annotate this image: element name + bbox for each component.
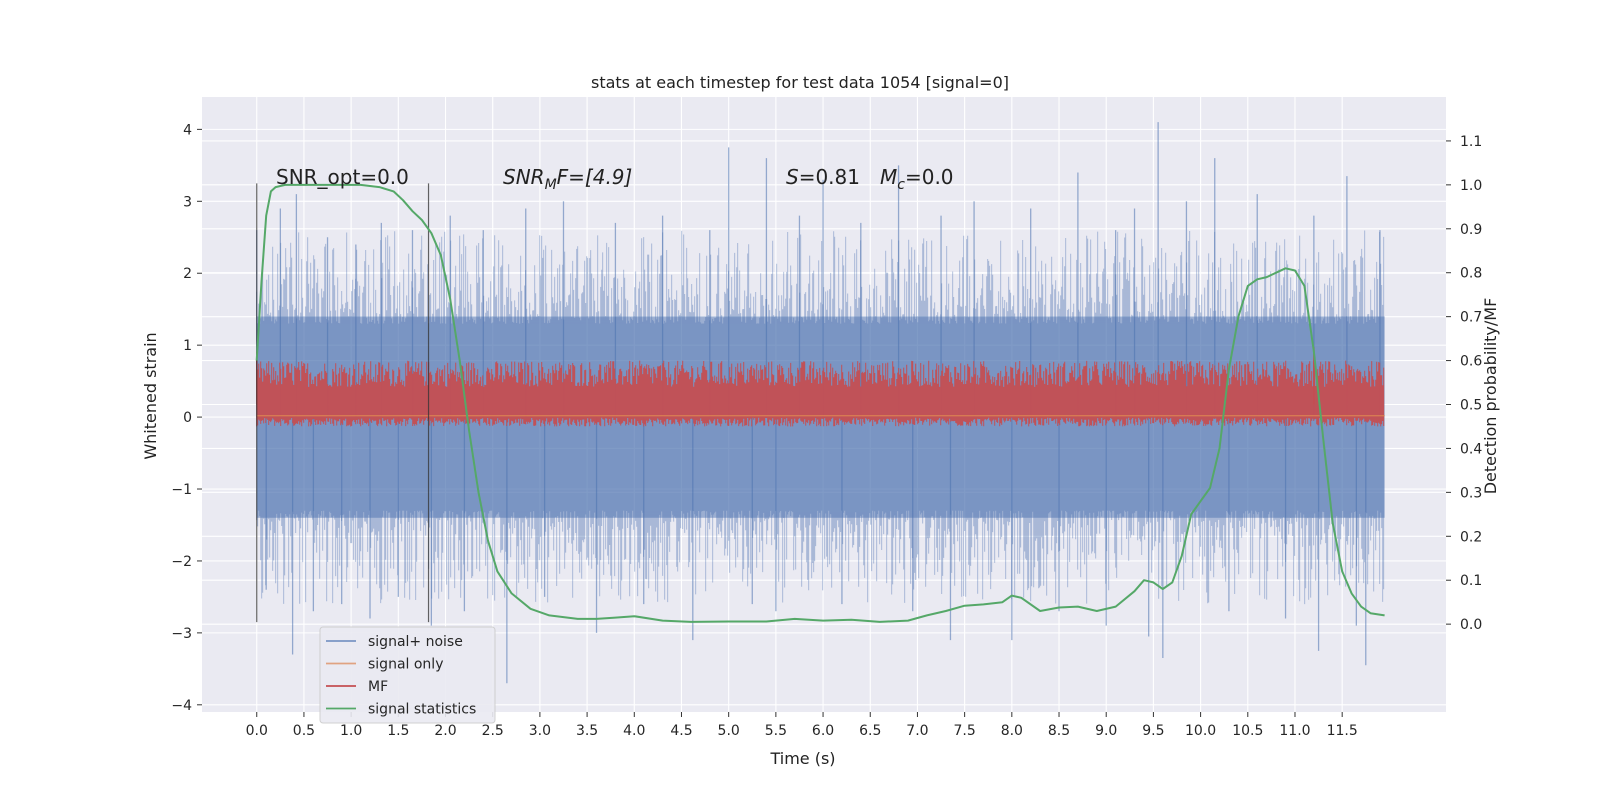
x-tick-label: 7.0	[906, 723, 928, 739]
y-tick-label-right: 0.9	[1460, 222, 1482, 238]
y-tick-label-right: 1.1	[1460, 134, 1482, 150]
annotation-s-value: =0.81	[799, 165, 860, 189]
signal-statistics-series	[255, 183, 1385, 623]
legend: signal+ noise signal only MF signal statist…	[319, 626, 496, 724]
y-tick-label-right: 1.0	[1460, 178, 1482, 194]
annotation-s-symbol: S	[786, 165, 799, 189]
x-tick-label: 10.5	[1232, 723, 1263, 739]
x-tick-label: 4.5	[670, 723, 692, 739]
annotation-mc: Mc=0.0	[880, 165, 954, 193]
y-tick-label-left: −4	[171, 698, 192, 714]
x-tick-label: 0.5	[293, 723, 315, 739]
x-tick-label: 8.5	[1048, 723, 1070, 739]
y-tick-label-left: 1	[183, 338, 192, 354]
legend-label: signal only	[368, 657, 443, 673]
y-tick-label-right: 0.5	[1460, 398, 1482, 414]
annotation-snr-mf-rest: F=[4.9]	[557, 165, 633, 189]
x-tick-label: 3.5	[576, 723, 598, 739]
annotation-snr-mf-main: SNR	[503, 165, 545, 189]
legend-label: signal+ noise	[368, 634, 463, 650]
legend-box	[319, 626, 496, 724]
y-tick-label-left: 4	[183, 122, 192, 138]
x-tick-label: 11.0	[1279, 723, 1310, 739]
y-tick-label-left: 2	[183, 266, 192, 282]
annotation-mc-sub: c	[897, 177, 905, 193]
x-tick-label: 9.5	[1142, 723, 1164, 739]
annotation-snr-mf: SNRMF=[4.9]	[503, 165, 632, 193]
x-tick-label: 9.0	[1095, 723, 1117, 739]
y-tick-label-left: −2	[171, 554, 192, 570]
y-axis-label-right: Detection probability/MF	[1481, 298, 1500, 495]
y-tick-label-right: 0.8	[1460, 266, 1482, 282]
legend-label: MF	[368, 679, 388, 695]
y-tick-label-right: 0.3	[1460, 485, 1482, 501]
x-tick-label: 3.0	[529, 723, 551, 739]
annotation-s: S=0.81	[786, 165, 860, 189]
x-tick-label: 1.0	[340, 723, 362, 739]
legend-label: signal statistics	[368, 702, 476, 718]
x-tick-label: 5.0	[718, 723, 740, 739]
y-tick-label-right: 0.2	[1460, 529, 1482, 545]
y-tick-label-left: −3	[171, 626, 192, 642]
signal-statistics-line	[255, 183, 1385, 623]
annotation-snr-mf-sub: M	[545, 177, 557, 193]
y-tick-label-left: 0	[183, 410, 192, 426]
annotation-mc-value: =0.0	[905, 165, 954, 189]
x-tick-label: 1.5	[387, 723, 409, 739]
x-tick-label: 0.0	[246, 723, 268, 739]
annotation-mc-main: M	[880, 165, 897, 189]
x-tick-label: 4.0	[623, 723, 645, 739]
x-tick-label: 7.5	[954, 723, 976, 739]
y-tick-label-right: 0.7	[1460, 310, 1482, 326]
x-tick-label: 10.0	[1185, 723, 1216, 739]
y-tick-label-right: 0.6	[1460, 354, 1482, 370]
y-axis-label-left: Whitened strain	[141, 332, 160, 459]
x-tick-label: 6.5	[859, 723, 881, 739]
x-tick-label: 2.0	[434, 723, 456, 739]
y-tick-label-right: 0.0	[1460, 617, 1482, 633]
x-axis-label: Time (s)	[769, 749, 835, 768]
x-tick-label: 5.5	[765, 723, 787, 739]
y-tick-label-left: 3	[183, 194, 192, 210]
annotation-snr-opt: SNR_opt=0.0	[276, 165, 409, 189]
x-tick-label: 11.5	[1327, 723, 1358, 739]
chart-title: stats at each timestep for test data 105…	[591, 73, 1009, 92]
y-tick-label-left: −1	[171, 482, 192, 498]
vertical-markers	[256, 183, 430, 623]
tick-marks	[197, 128, 1451, 717]
x-tick-label: 6.0	[812, 723, 834, 739]
x-tick-label: 8.0	[1001, 723, 1023, 739]
x-tick-label: 2.5	[482, 723, 504, 739]
y-tick-label-right: 0.1	[1460, 573, 1482, 589]
y-tick-label-right: 0.4	[1460, 441, 1482, 457]
